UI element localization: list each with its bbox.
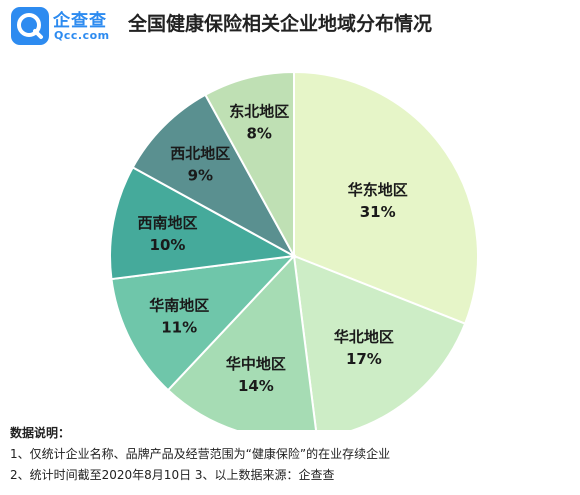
slice-category-label: 西北地区 bbox=[170, 144, 230, 162]
note-line-1: 1、仅统计企业名称、品牌产品及经营范围为“健康保险”的在业存续企业 bbox=[10, 447, 391, 461]
pie-slice-7 bbox=[204, 70, 295, 257]
slice-value-label: 8% bbox=[246, 125, 271, 143]
slice-value-label: 9% bbox=[188, 166, 213, 184]
pie-slice-1 bbox=[293, 70, 479, 326]
slice-category-label: 华东地区 bbox=[348, 181, 408, 199]
magnifier-q-icon bbox=[11, 7, 49, 45]
pie-slice-3 bbox=[166, 253, 317, 430]
slice-category-label: 华中地区 bbox=[226, 355, 286, 373]
pie-labels: 华东地区 31% 华北地区 17% 华中地区 14% 华南地区 11% 西南地区 10% 西北地区 9… bbox=[137, 103, 407, 396]
slice-value-label: 10% bbox=[150, 236, 186, 254]
slice-category-label: 华北地区 bbox=[334, 328, 394, 346]
pie-slice-2 bbox=[292, 254, 467, 430]
slice-category-label: 华南地区 bbox=[149, 297, 209, 315]
slice-category-label: 东北地区 bbox=[229, 103, 289, 121]
slice-value-label: 11% bbox=[161, 319, 197, 337]
pie-slice-5 bbox=[109, 166, 298, 281]
pie-slice-6 bbox=[131, 93, 297, 259]
notes: 数据说明： 1、仅统计企业名称、品牌产品及经营范围为“健康保险”的在业存续企业 … bbox=[10, 423, 390, 486]
pie-slice-4 bbox=[110, 254, 297, 392]
brand-domain: Qcc.com bbox=[54, 29, 110, 42]
slice-value-label: 17% bbox=[346, 350, 382, 368]
notes-title: 数据说明： bbox=[10, 426, 71, 440]
slice-value-label: 14% bbox=[238, 377, 274, 395]
header: 企查查 Qcc.com 全国健康保险相关企业地域分布情况 bbox=[0, 0, 580, 50]
chart-title: 全国健康保险相关企业地域分布情况 bbox=[128, 13, 433, 35]
slice-value-label: 31% bbox=[360, 203, 396, 221]
slice-category-label: 西南地区 bbox=[137, 214, 197, 232]
pie-slices bbox=[109, 70, 479, 430]
pie-chart: 华东地区 31% 华北地区 17% 华中地区 14% 华南地区 11% 西南地区 10% 西北地区 9… bbox=[109, 70, 479, 430]
note-line-2: 2、统计时间截至2020年8月10日 3、以上数据来源：企查查 bbox=[10, 468, 335, 482]
brand-name: 企查查 bbox=[53, 11, 107, 31]
